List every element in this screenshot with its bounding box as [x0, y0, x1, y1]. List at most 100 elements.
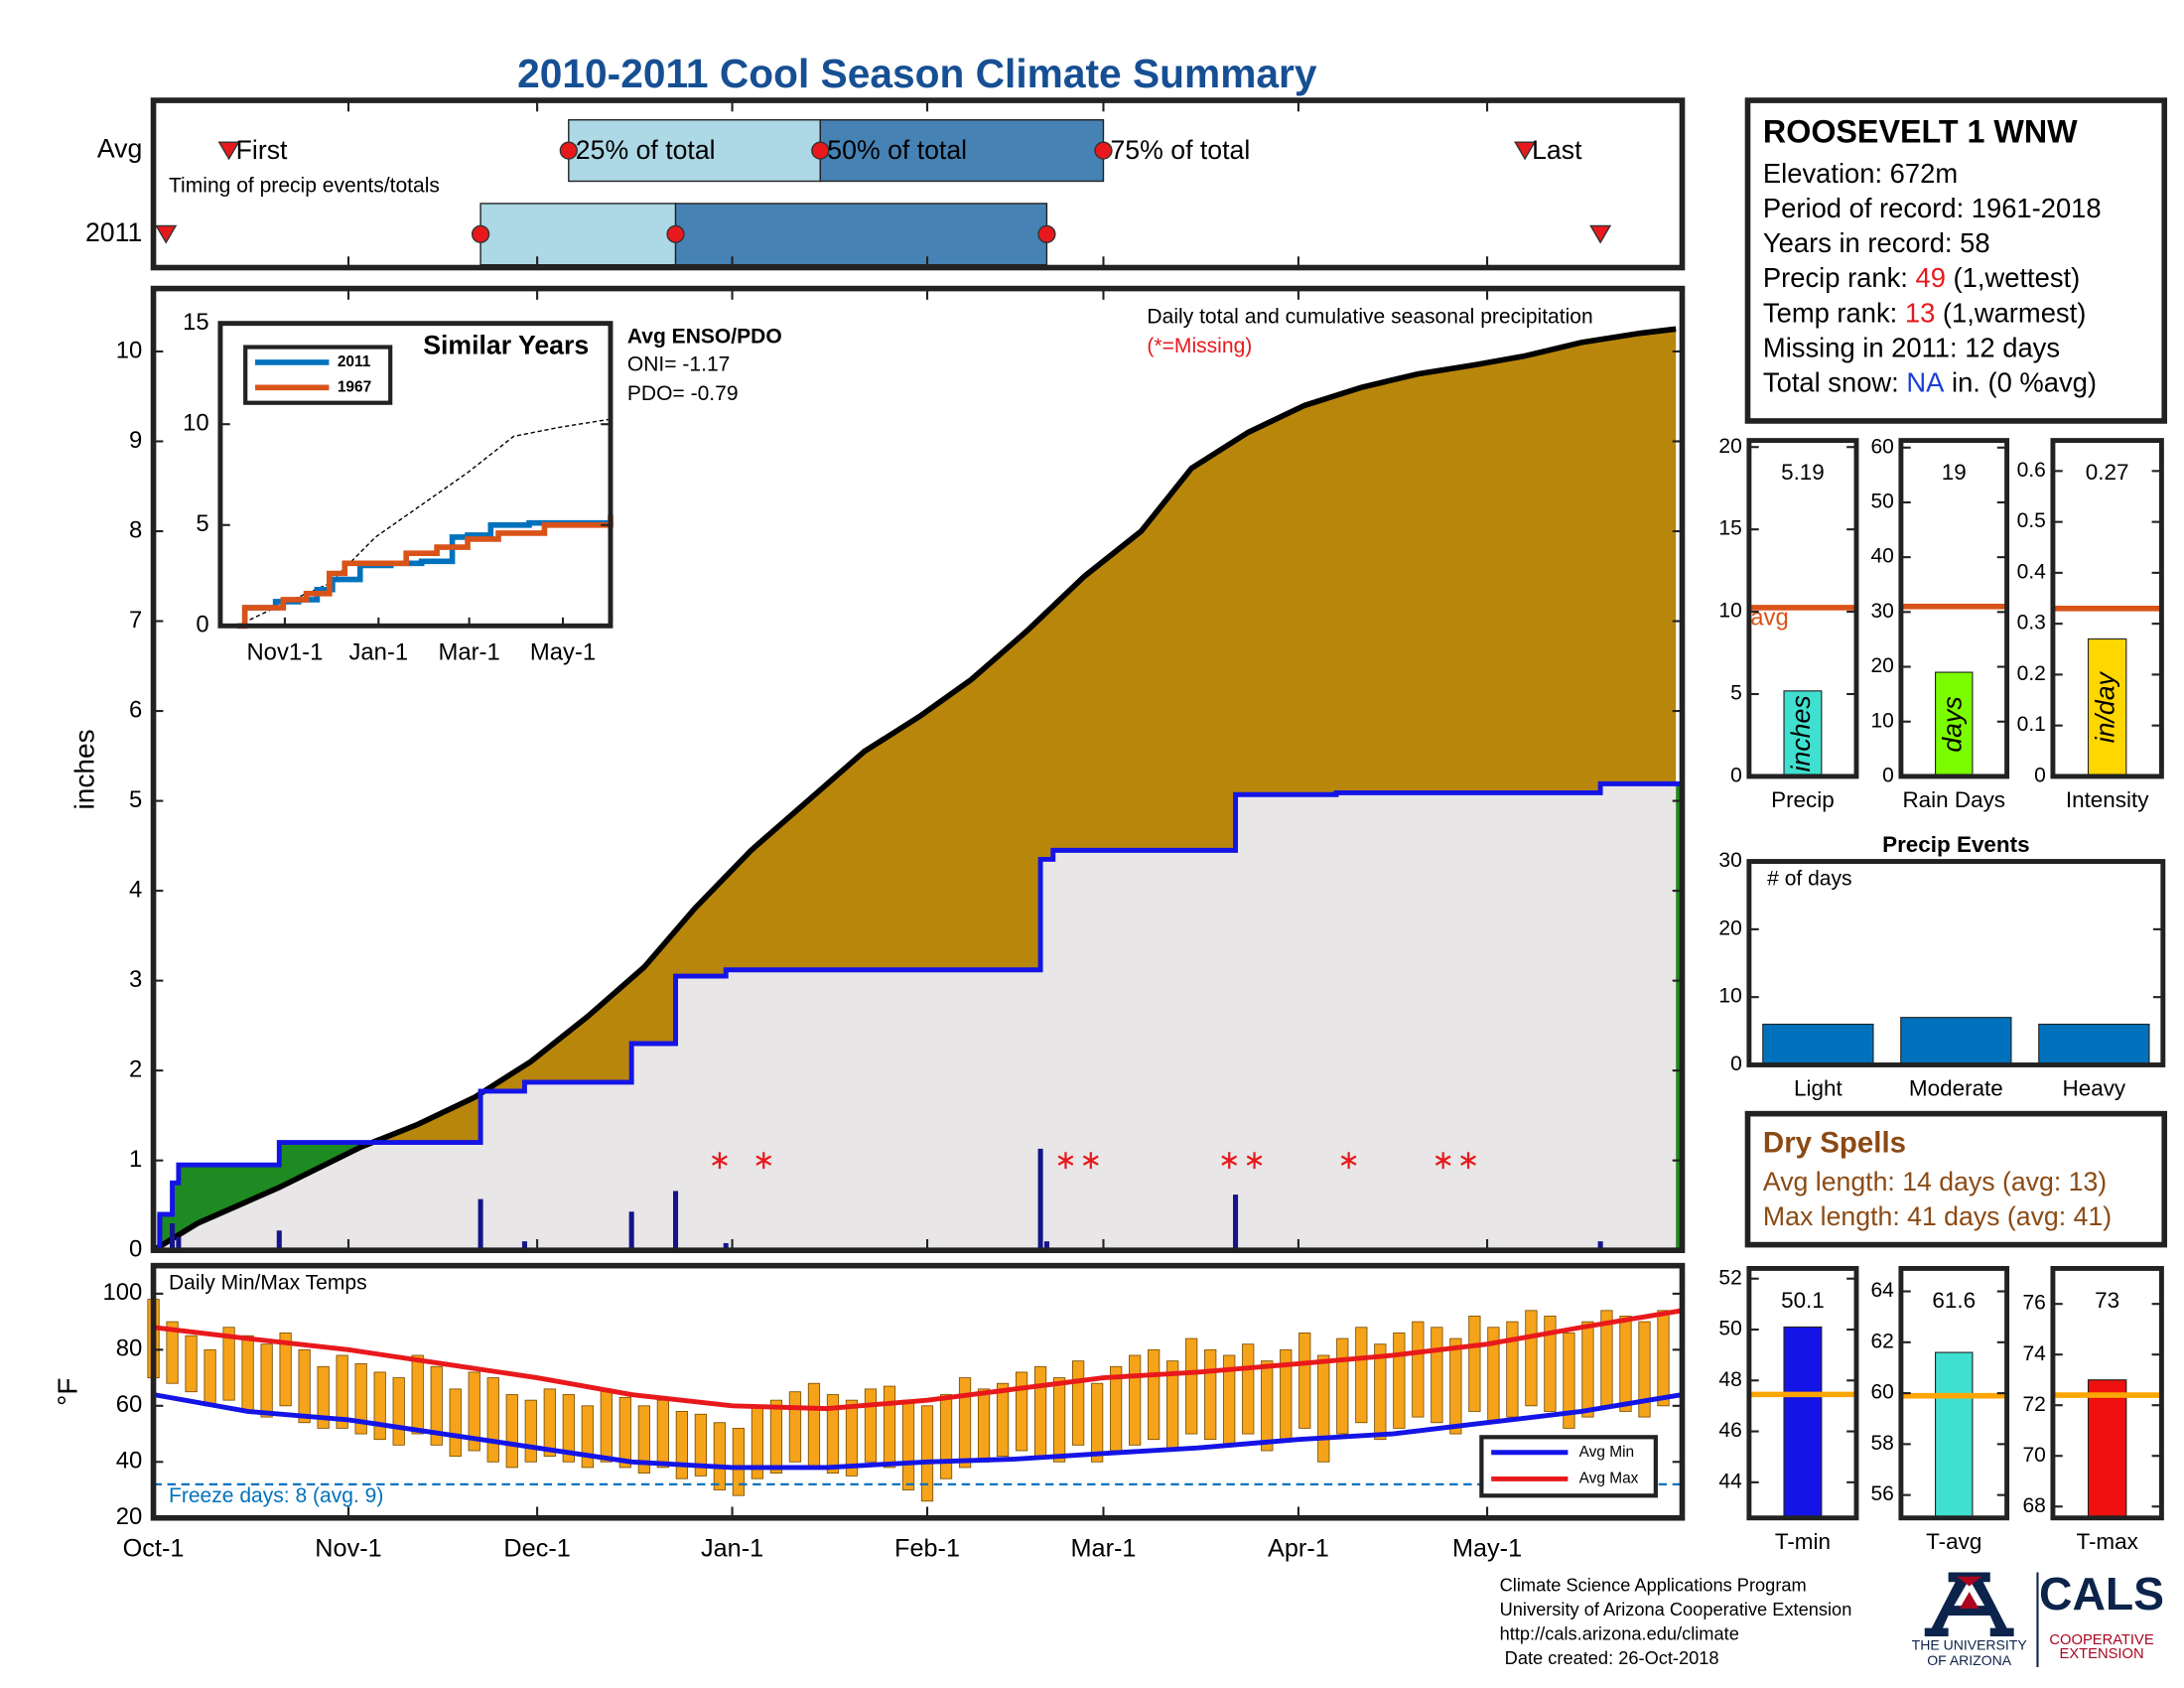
temp-bar: [392, 1377, 405, 1446]
temp-bar: [260, 1343, 273, 1418]
temp-bar: [600, 1388, 613, 1463]
value-label: 0.27: [2086, 460, 2129, 485]
unit-label: in/day: [2091, 670, 2120, 743]
y-tick-label: 10: [1870, 709, 1893, 732]
dry-spells-box: [1744, 1110, 2168, 1248]
enso-title: Avg ENSO/PDO: [627, 325, 782, 348]
y-tick-label: 60: [1870, 435, 1893, 458]
y-tick-label: 56: [1870, 1482, 1893, 1505]
axes-frame: [1746, 1266, 1859, 1521]
y-tick-label: 80: [116, 1336, 143, 1362]
footer-line: University of Arizona Cooperative Extens…: [1500, 1599, 1852, 1619]
temp-bar: [1072, 1360, 1085, 1446]
missing-marker: [1246, 1152, 1263, 1170]
temp-bar: [939, 1394, 953, 1479]
temp-bar: [430, 1365, 443, 1446]
temp-bar: [1393, 1332, 1406, 1429]
temp-bar: [336, 1354, 348, 1429]
annotation: (*=Missing): [1147, 335, 1252, 357]
y-tick-label: 70: [2022, 1444, 2045, 1467]
y-tick-label: 0.1: [2017, 713, 2046, 736]
unit-label: days: [1937, 696, 1967, 752]
daily-bar: [1597, 1241, 1603, 1251]
timing-marker: [1094, 141, 1113, 160]
y-tick-label: 5: [129, 786, 142, 813]
temp-bar: [222, 1327, 235, 1401]
station-text: Years in record: 58: [1763, 227, 1990, 258]
y-axis-label: °F: [53, 1378, 83, 1406]
daily-bar: [176, 1236, 182, 1251]
temp-bar: [1052, 1377, 1066, 1463]
missing-marker: [1221, 1152, 1238, 1170]
x-tick-label: Oct-1: [123, 1535, 185, 1563]
temp-bar: [449, 1388, 462, 1458]
ua-logo: [1924, 1572, 2014, 1637]
y-tick-label: 7: [129, 607, 142, 633]
row-label: Avg: [97, 134, 142, 164]
temp-bar: [1355, 1327, 1368, 1424]
daily-bar: [478, 1198, 483, 1251]
temp-bar: [1619, 1316, 1632, 1412]
temp-bar: [675, 1411, 689, 1479]
legend-label: 1967: [338, 378, 371, 395]
y-tick-label: 0: [1882, 764, 1894, 786]
temp-bar: [1336, 1337, 1349, 1435]
station-text: in. (0 %avg): [1944, 367, 2097, 398]
axes-frame: [1746, 859, 2166, 1067]
temp-bar: [1261, 1360, 1274, 1452]
bar: [2038, 1023, 2150, 1066]
bar: [1783, 1326, 1823, 1519]
legend-label: 2011: [338, 353, 371, 370]
axes-frame: [1746, 438, 1859, 779]
y-tick-label: 8: [129, 516, 142, 543]
temp-bar: [1468, 1316, 1481, 1412]
temp-bar: [864, 1388, 878, 1463]
y-tick-label: 68: [2022, 1494, 2045, 1517]
y-tick-label: 58: [1870, 1432, 1893, 1455]
temp-bar: [1412, 1321, 1425, 1418]
cumulative-area: [153, 783, 1677, 1251]
temp-bar: [977, 1388, 991, 1463]
station-box: [1744, 97, 2168, 424]
missing-marker: [1057, 1152, 1074, 1170]
temp-bar: [204, 1348, 216, 1407]
dry-spells-title: Dry Spells: [1763, 1126, 1906, 1159]
logo-text: EXTENSION: [2060, 1646, 2144, 1662]
station-line: Period of record: 1961-2018: [1763, 193, 2102, 223]
timing-marker: [811, 141, 830, 160]
axes-frame: [150, 97, 1686, 271]
y-tick-label: 4: [129, 876, 142, 903]
y-tick-label: 60: [1870, 1381, 1893, 1404]
station-line: Missing in 2011: 12 days: [1763, 333, 2060, 363]
bar: [1935, 1351, 1974, 1519]
y-tick-label: 20: [116, 1503, 143, 1530]
timing-label: 50% of total: [827, 135, 967, 165]
y-axis-label: inches: [69, 729, 100, 809]
logo-text: COOPERATIVE: [2049, 1632, 2153, 1648]
average-line: [152, 326, 1677, 1253]
category-label: T-min: [1775, 1529, 1831, 1554]
x-tick-label: May-1: [530, 639, 596, 666]
temp-bar: [1033, 1365, 1047, 1458]
temp-bar: [996, 1382, 1010, 1458]
y-tick-label: 6: [129, 696, 142, 723]
y-tick-label: 9: [129, 427, 142, 454]
y-tick-label: 50: [1870, 491, 1893, 513]
timing-box: [674, 203, 1048, 266]
asterisk-stroke: [1434, 1155, 1451, 1166]
x-tick-label: Mar-1: [1071, 1535, 1137, 1563]
y-tick-label: 0: [1730, 1053, 1742, 1075]
y-tick-label: 10: [183, 410, 209, 437]
y-tick-label: 10: [116, 337, 143, 363]
footer-line: Date created: 26-Oct-2018: [1500, 1647, 1719, 1668]
category-label: T-max: [2076, 1529, 2137, 1554]
temp-bar: [883, 1385, 896, 1469]
asterisk-stroke: [1460, 1155, 1476, 1166]
y-tick-label: 0.6: [2017, 459, 2046, 482]
temp-bar: [505, 1394, 518, 1469]
y-tick-label: 72: [2022, 1393, 2045, 1416]
temp-bar: [1581, 1321, 1594, 1418]
missing-marker: [1434, 1152, 1451, 1170]
y-tick-label: 0.4: [2017, 560, 2047, 583]
